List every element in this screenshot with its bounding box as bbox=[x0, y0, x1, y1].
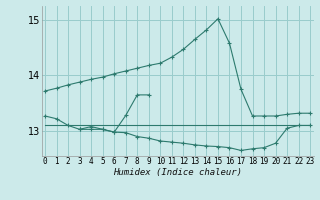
X-axis label: Humidex (Indice chaleur): Humidex (Indice chaleur) bbox=[113, 168, 242, 177]
